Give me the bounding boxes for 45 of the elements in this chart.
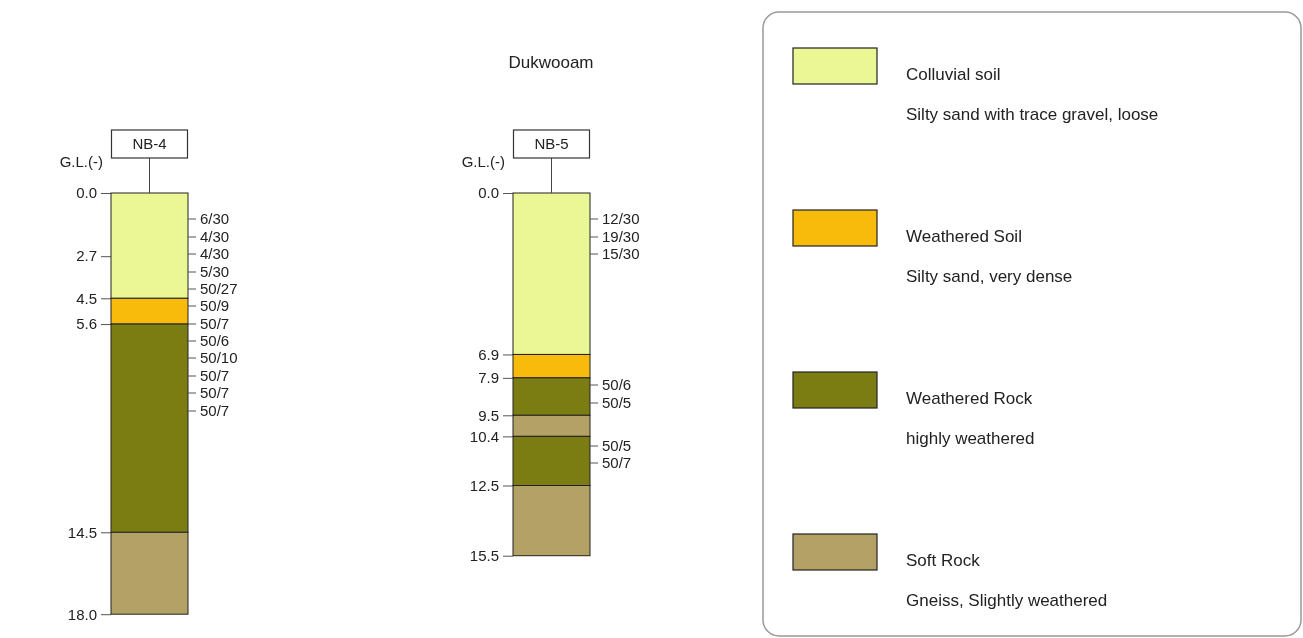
y-tick-label: 10.4 [469, 427, 499, 445]
y-tick-label: 15.5 [469, 547, 499, 564]
text: 50/7 [602, 454, 632, 472]
text: 5/30 [200, 263, 230, 281]
text: 50/27 [200, 280, 238, 298]
y-tick-label: 0.0 [76, 184, 97, 202]
text: Silty sand, very dense [906, 266, 1073, 286]
y-tick-label: 4.5 [76, 289, 97, 307]
y-tick-label: 18.0 [67, 605, 97, 623]
text: 19/30 [602, 228, 640, 246]
x-tick-label: NB-4 [132, 135, 167, 153]
text: 50/6 [602, 376, 632, 394]
y-axis-title: G.L.(-) [59, 153, 103, 170]
y-tick-label: 0.0 [478, 184, 499, 202]
text: 4/30 [200, 245, 230, 263]
text: 50/10 [200, 349, 238, 367]
text: 15/30 [602, 245, 640, 263]
text: 50/5 [602, 394, 632, 412]
text: Gneiss, Slightly weathered [906, 590, 1108, 610]
x-tick-label: NB-5 [534, 135, 569, 153]
text: highly weathered [906, 428, 1035, 448]
y-tick-label: 7.9 [478, 369, 499, 387]
text: 50/5 [602, 437, 632, 455]
legend-label: Weathered Rock [906, 388, 1033, 408]
text: 50/7 [200, 402, 230, 420]
y-tick-label: 2.7 [76, 247, 97, 265]
legend-label: Weathered Soil [906, 226, 1022, 246]
text: 12/30 [602, 210, 640, 228]
y-tick-label: 5.6 [76, 315, 97, 333]
y-axis-title: G.L.(-) [461, 153, 505, 170]
y-tick-label: 9.5 [478, 406, 499, 424]
text: 50/6 [200, 332, 230, 350]
text: 50/7 [200, 315, 230, 333]
legend-label: Soft Rock [906, 550, 981, 570]
text: Silty sand with trace gravel, loose [906, 104, 1159, 124]
text: 6/30 [200, 210, 230, 228]
text: 4/30 [200, 228, 230, 246]
text: 50/7 [200, 367, 230, 385]
y-tick-label: 12.5 [469, 476, 499, 494]
chart-title: Dukwooam [508, 53, 594, 72]
y-tick-label: 6.9 [478, 345, 499, 363]
y-tick-label: 14.5 [67, 523, 97, 541]
text: 50/9 [200, 297, 230, 315]
legend-label: Colluvial soil [906, 64, 1001, 84]
text: 50/7 [200, 384, 230, 402]
